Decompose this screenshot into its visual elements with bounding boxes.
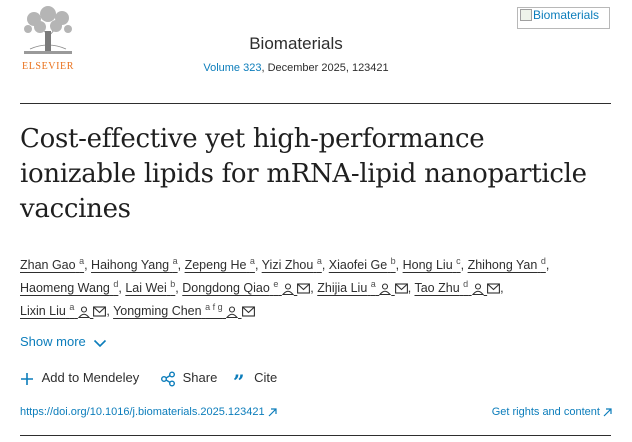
author-link[interactable]: Zepeng He a (184, 255, 255, 272)
external-link-icon (603, 407, 612, 417)
author-link[interactable]: Tao Zhu d (414, 279, 501, 295)
email-icon (297, 283, 311, 294)
share-button[interactable]: Share (160, 370, 217, 387)
share-label: Share (182, 370, 218, 385)
cite-button[interactable]: ” Cite (233, 369, 278, 394)
author-link[interactable]: Yizi Zhou a (261, 255, 322, 272)
author-list: Zhan Gao a, Haihong Yang a, Zepeng He a,… (20, 254, 630, 323)
person-icon (471, 283, 484, 295)
header-divider (20, 103, 611, 104)
share-icon (161, 371, 175, 387)
author-link[interactable]: Lixin Liu a (20, 302, 107, 318)
author-link[interactable]: Zhihong Yan d (467, 255, 546, 272)
volume-link[interactable]: Volume 323 (203, 62, 262, 74)
author-link[interactable]: Zhan Gao a (20, 255, 85, 272)
author-link[interactable]: Yongming Chen a f g (113, 302, 255, 318)
external-link-icon (268, 407, 277, 417)
tree-icon (24, 6, 72, 54)
author-link[interactable]: Xiaofei Ge b (328, 255, 396, 272)
person-icon (77, 306, 90, 318)
elsevier-wordmark: ELSEVIER (21, 61, 75, 72)
doi-link[interactable]: https://doi.org/10.1016/j.biomaterials.2… (20, 406, 277, 418)
email-icon (487, 283, 501, 294)
title-line: Cost-effective yet high-performance (20, 124, 485, 154)
broken-image-icon (520, 8, 532, 21)
author-line: Haomeng Wang d, Lai Wei b, Dongdong Qiao… (20, 278, 504, 295)
author-link[interactable]: Zhijia Liu a (317, 279, 408, 295)
issue-details: , December 2025, 123421 (261, 62, 389, 74)
mendeley-label: Add to Mendeley (41, 370, 140, 385)
person-icon (281, 283, 294, 295)
journal-cover-alt: Biomaterials (533, 8, 600, 22)
show-more-label: Show more (20, 334, 86, 349)
add-to-mendeley-button[interactable]: Add to Mendeley (20, 370, 139, 386)
author-line: Zhan Gao a, Haihong Yang a, Zepeng He a,… (20, 255, 550, 272)
chevron-down-icon (94, 339, 107, 347)
author-link[interactable]: Dongdong Qiao e (182, 279, 311, 295)
email-icon (394, 283, 408, 294)
author-link[interactable]: Haomeng Wang d (20, 278, 119, 295)
quote-icon: ” (233, 369, 245, 394)
footer-divider (20, 435, 611, 436)
email-icon (241, 306, 255, 317)
author-link[interactable]: Lai Wei b (125, 278, 176, 295)
journal-name[interactable]: Biomaterials (249, 34, 343, 53)
author-link[interactable]: Haihong Yang a (91, 255, 178, 272)
plus-icon (21, 372, 33, 385)
author-line: Lixin Liu a , Yongming Chen a f g (20, 300, 630, 323)
person-icon (379, 283, 392, 295)
journal-cover-image[interactable]: Biomaterials (517, 7, 610, 29)
elsevier-logo[interactable]: ELSEVIER (20, 5, 76, 72)
title-line: vaccines (20, 194, 131, 224)
person-icon (226, 306, 239, 318)
doi-text: https://doi.org/10.1016/j.biomaterials.2… (20, 406, 265, 418)
title-line: ionizable lipids for mRNA-lipid nanopart… (20, 159, 587, 189)
article-title: Cost-effective yet high-performance ioni… (20, 122, 620, 227)
journal-issue-info: Volume 323, December 2025, 123421 (0, 62, 592, 74)
email-icon (93, 306, 107, 317)
cite-label: Cite (254, 370, 278, 385)
show-more-button[interactable]: Show more (20, 334, 107, 349)
rights-text: Get rights and content (491, 406, 600, 418)
get-rights-link[interactable]: Get rights and content (492, 406, 612, 418)
author-link[interactable]: Hong Liu c (402, 255, 461, 272)
